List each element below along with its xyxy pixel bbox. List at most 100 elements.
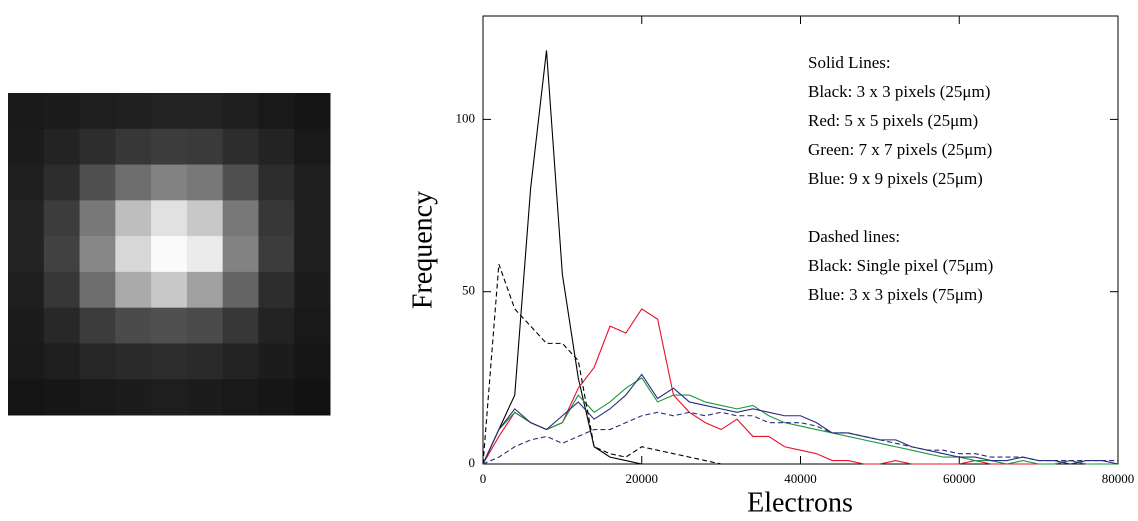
pixel (80, 379, 116, 415)
pixel (294, 200, 330, 236)
pixel (44, 272, 80, 308)
legend-heading: Dashed lines: (808, 227, 900, 246)
pixel (223, 236, 259, 272)
pixel (187, 272, 223, 308)
x-tick-label: 20000 (626, 471, 659, 486)
pixel (223, 93, 259, 129)
pixel (294, 93, 330, 129)
legend-entry: Green: 7 x 7 pixels (25μm) (808, 140, 992, 159)
pixel (8, 200, 44, 236)
pixel (8, 272, 44, 308)
pixel (44, 200, 80, 236)
pixel (151, 165, 187, 201)
pixel (115, 165, 151, 201)
legend-heading: Solid Lines: (808, 53, 891, 72)
pixel (187, 343, 223, 379)
pixel (80, 165, 116, 201)
pixel (258, 165, 294, 201)
page: Electrons Frequency 0 20000 40000 60000 8000… (0, 0, 1138, 521)
series-line (483, 264, 721, 464)
pixel (44, 165, 80, 201)
pixel (294, 379, 330, 415)
series-line (483, 378, 1118, 464)
pixel (115, 200, 151, 236)
pixel (151, 129, 187, 165)
pixel (294, 236, 330, 272)
pixel (151, 236, 187, 272)
pixel (187, 379, 223, 415)
pixel (115, 272, 151, 308)
x-axis-label: Electrons (747, 487, 853, 518)
pixel (8, 93, 44, 129)
pixel (8, 379, 44, 415)
pixel (258, 129, 294, 165)
pixel (258, 200, 294, 236)
pixel (294, 308, 330, 344)
pixel (8, 236, 44, 272)
pixel (80, 129, 116, 165)
pixel (258, 93, 294, 129)
pixel (8, 343, 44, 379)
plot-frame (483, 16, 1118, 464)
y-axis-label: Frequency (407, 191, 438, 309)
pixel (44, 129, 80, 165)
pixel (151, 379, 187, 415)
pixel (294, 129, 330, 165)
x-tick-label: 40000 (784, 471, 817, 486)
pixel (80, 343, 116, 379)
pixel (80, 200, 116, 236)
pixel (8, 129, 44, 165)
pixel (151, 200, 187, 236)
x-tick-label: 0 (480, 471, 487, 486)
pixel (187, 165, 223, 201)
legend-entry: Black: 3 x 3 pixels (25μm) (808, 82, 990, 101)
pixel (187, 200, 223, 236)
pixel (151, 343, 187, 379)
pixel (258, 343, 294, 379)
pixel (44, 93, 80, 129)
pixel (115, 236, 151, 272)
pixel (115, 379, 151, 415)
pixel (44, 343, 80, 379)
pixel (223, 379, 259, 415)
pixel (44, 379, 80, 415)
pixel (223, 165, 259, 201)
pixel (258, 272, 294, 308)
pixel (44, 308, 80, 344)
x-tick-label: 60000 (943, 471, 976, 486)
x-tick-label: 80000 (1102, 471, 1135, 486)
pixel (8, 165, 44, 201)
pixel (223, 200, 259, 236)
pixel (115, 308, 151, 344)
pixel (258, 308, 294, 344)
legend-entry: Red: 5 x 5 pixels (25μm) (808, 111, 978, 130)
pixel (187, 308, 223, 344)
pixel (223, 308, 259, 344)
pixel (187, 129, 223, 165)
pixel (151, 93, 187, 129)
y-tick-label: 50 (462, 283, 475, 298)
pixel (80, 93, 116, 129)
legend-entry: Black: Single pixel (75μm) (808, 256, 993, 275)
pixel (258, 236, 294, 272)
pixel (115, 343, 151, 379)
pixel (44, 236, 80, 272)
pixel (80, 308, 116, 344)
pixel (151, 308, 187, 344)
pixel (294, 343, 330, 379)
figure: Electrons Frequency 0 20000 40000 60000 8000… (0, 0, 1138, 521)
pixel (258, 379, 294, 415)
pixel (115, 93, 151, 129)
legend-entry: Blue: 9 x 9 pixels (25μm) (808, 169, 983, 188)
pixel (115, 129, 151, 165)
pixel (223, 272, 259, 308)
pixel (8, 308, 44, 344)
pixel (294, 272, 330, 308)
legend-entry: Blue: 3 x 3 pixels (75μm) (808, 285, 983, 304)
y-tick-label: 100 (456, 110, 476, 125)
pixel (223, 129, 259, 165)
pixel (80, 236, 116, 272)
pixel (187, 236, 223, 272)
y-tick-label: 0 (469, 455, 476, 470)
pixel (223, 343, 259, 379)
